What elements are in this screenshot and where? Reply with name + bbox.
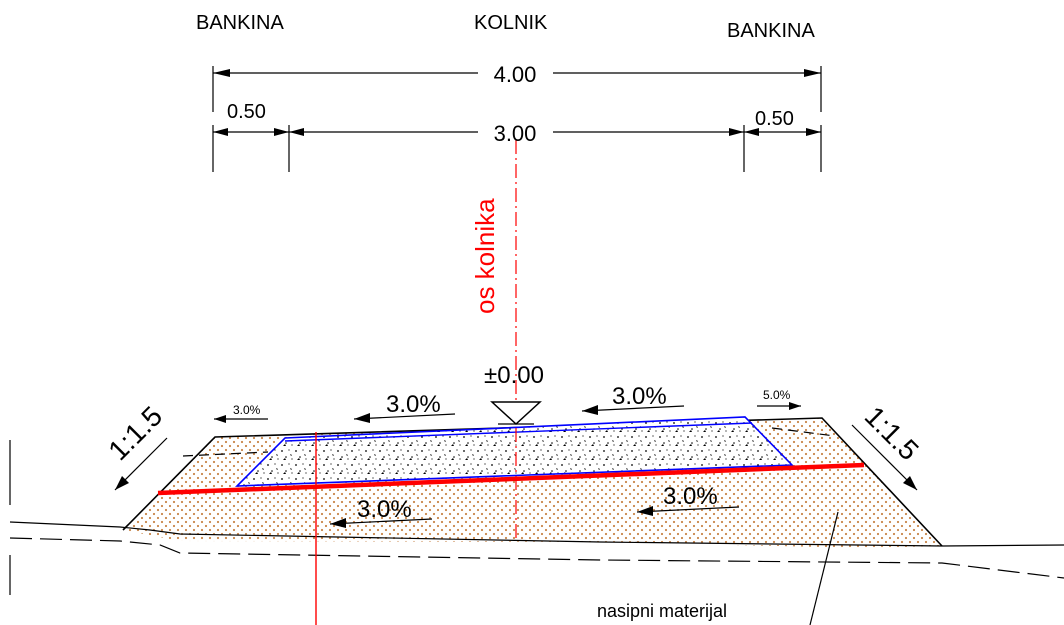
left-shoulder-width-dimension: 0.50 [227, 101, 266, 123]
carriageway-heading: KOLNIK [474, 12, 548, 34]
right-shoulder-dashed-line [771, 427, 836, 437]
pavement-surface-line [284, 422, 753, 442]
right-embankment-slope-label: 1:1.5 [859, 400, 925, 466]
left-shoulder-dashed-line [182, 451, 269, 457]
carriageway-right-slope-label: 3.0% [612, 383, 667, 410]
total-width-dimension: 4.00 [494, 62, 537, 87]
dimension-lines [212, 66, 822, 172]
carriageway-width-dimension: 3.00 [494, 121, 537, 146]
fill-material-label: nasipni materijal [597, 601, 727, 621]
right-shoulder-slope-label: 5.0% [763, 388, 791, 402]
subgrade-line [157, 462, 865, 496]
pavement-layer [234, 416, 794, 487]
left-embankment-slope-label: 1:1.5 [102, 400, 168, 466]
left-shoulder-slope-label: 3.0% [233, 403, 261, 417]
slope-arrows [114, 402, 918, 528]
fill-material-leader [809, 511, 839, 625]
terrain-dashed-line [9, 537, 1064, 579]
elevation-marker-icon [490, 401, 542, 426]
elevation-label: ±0.00 [484, 362, 544, 389]
road-axis-label: os kolnika [470, 198, 500, 314]
right-shoulder-width-dimension: 0.50 [755, 108, 794, 130]
subgrade-left-slope-label: 3.0% [357, 496, 412, 523]
subgrade-right-slope-label: 3.0% [663, 483, 718, 510]
carriageway-left-slope-label: 3.0% [386, 391, 441, 418]
right-shoulder-heading: BANKINA [727, 20, 815, 42]
terrain-line [9, 521, 1064, 547]
left-shoulder-heading: BANKINA [196, 12, 284, 34]
